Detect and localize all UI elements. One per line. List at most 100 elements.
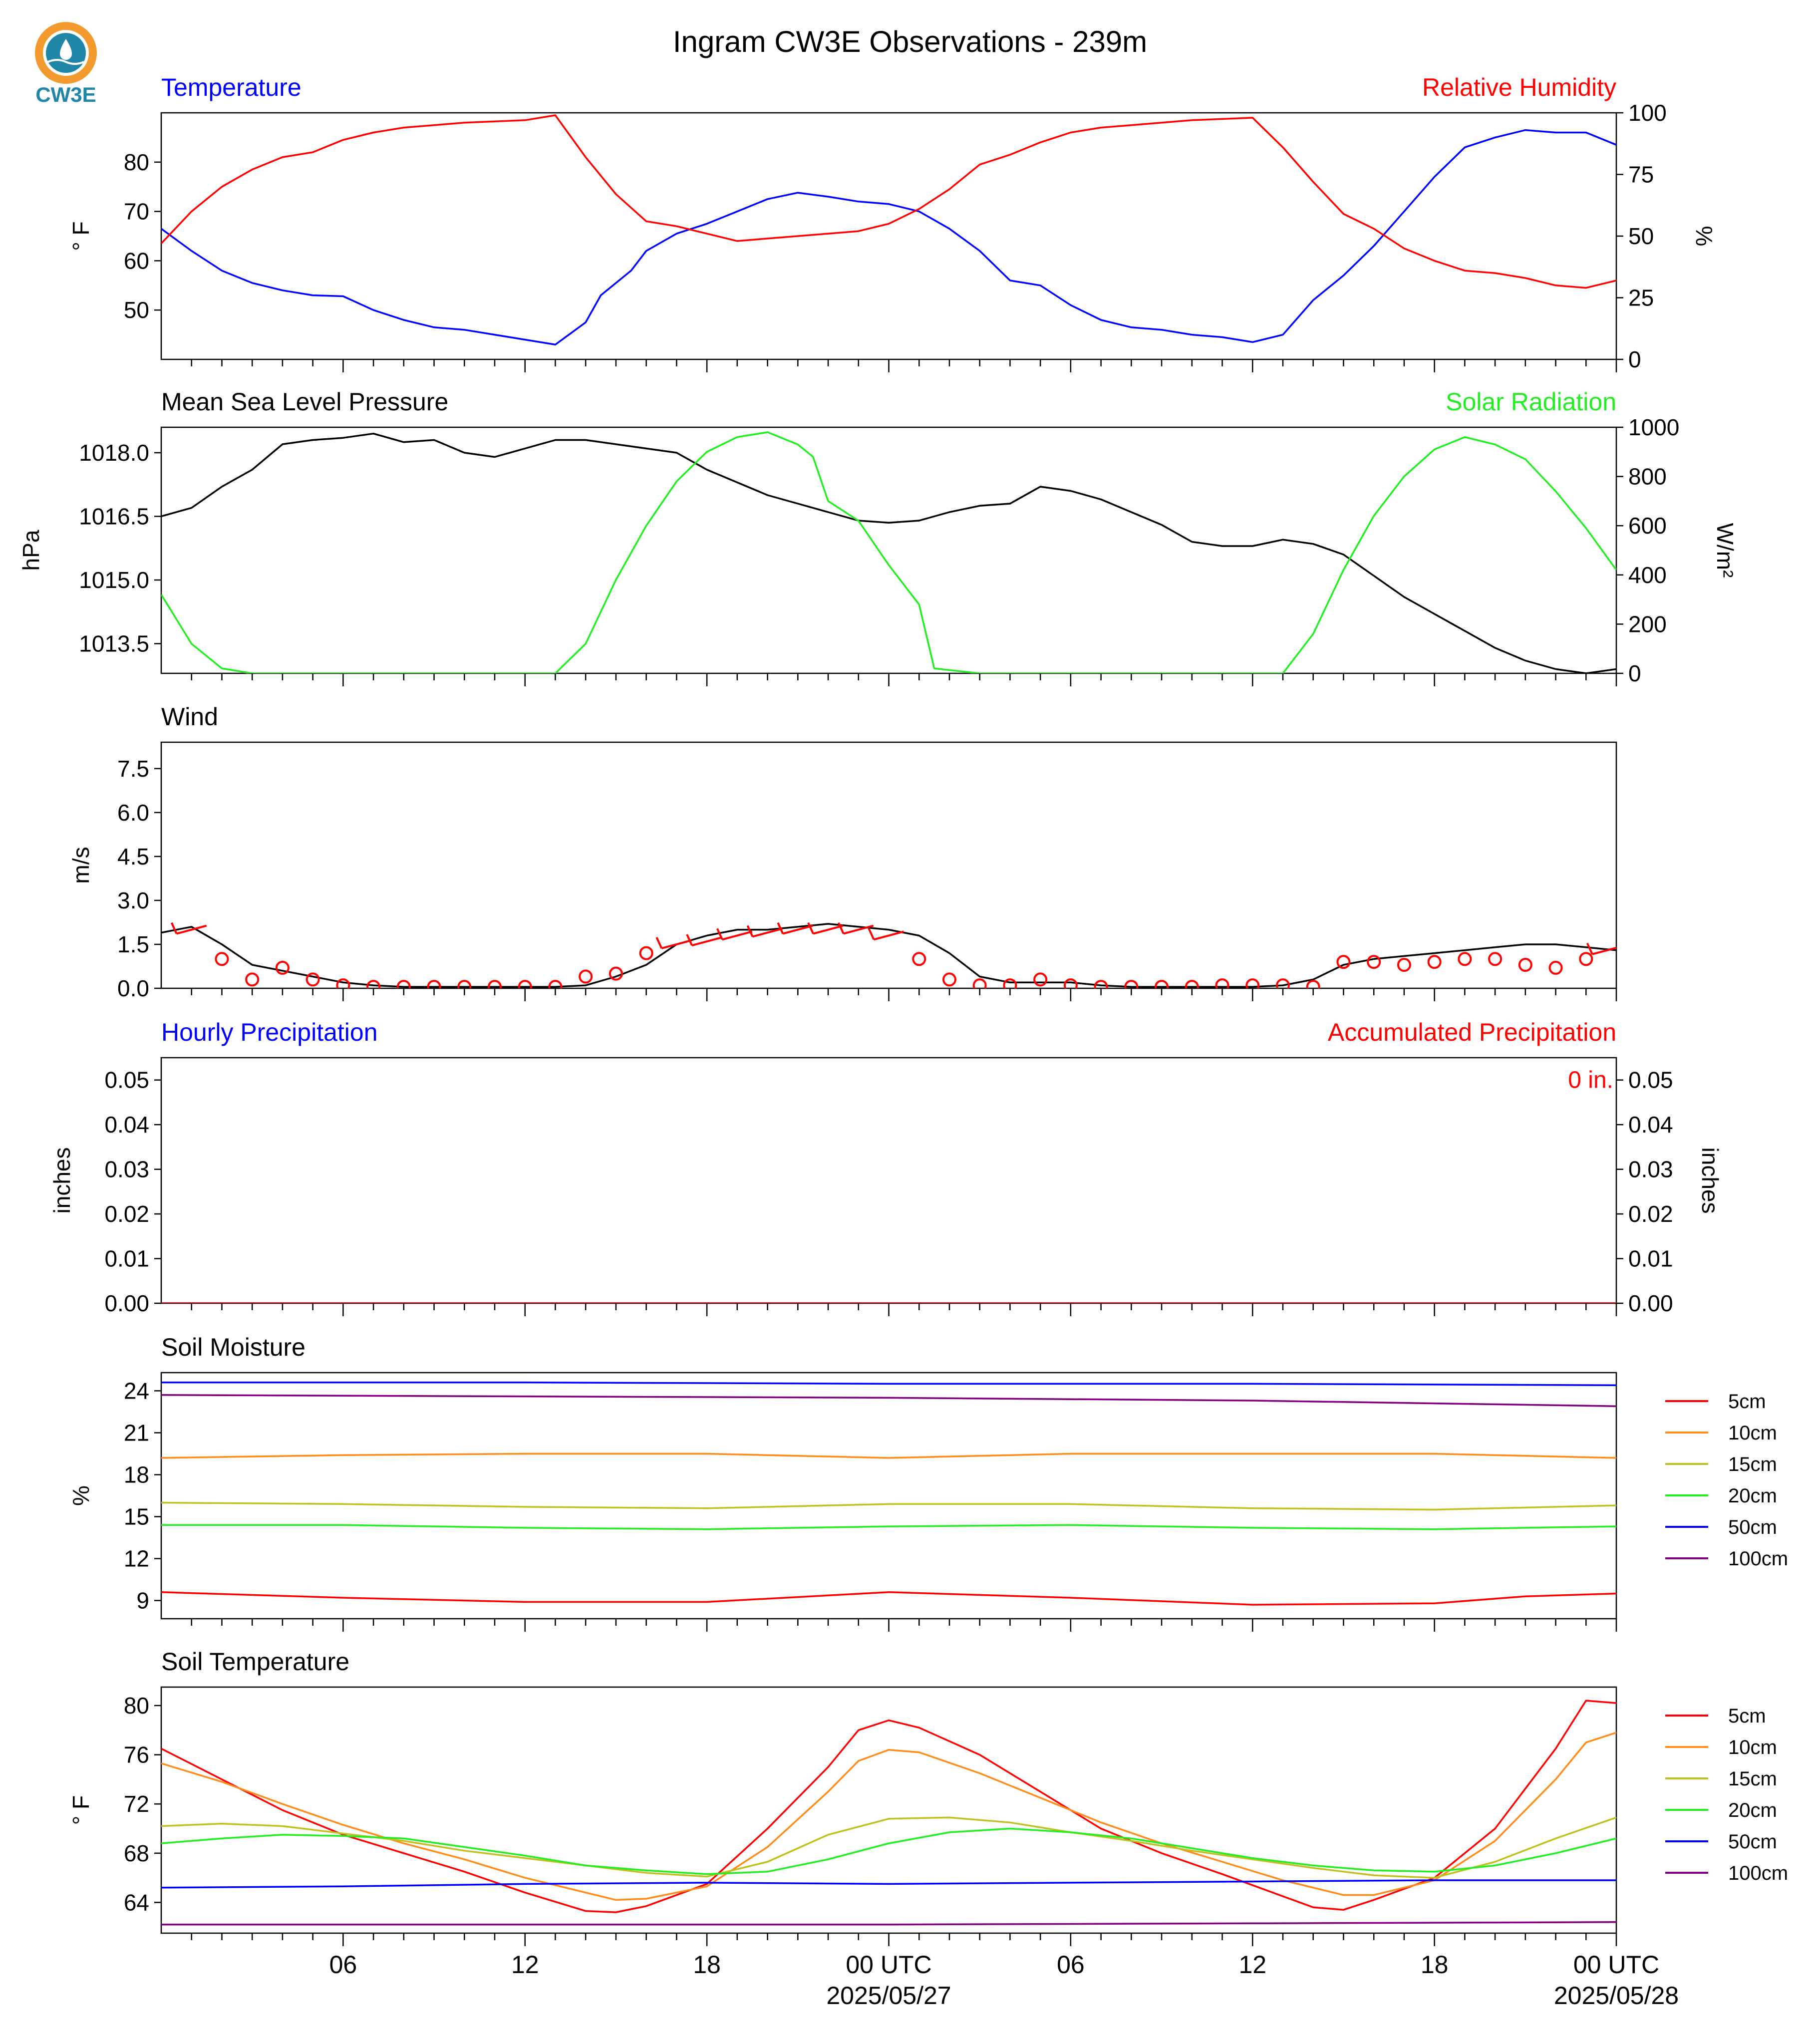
y-tick-label-left: 70 [124,199,149,225]
y-tick-label-left: 7.5 [117,756,149,782]
y-tick-label-left: 18 [124,1461,149,1487]
y-tick-label-right: 0 [1628,346,1641,372]
y-tick-label-right: 0.05 [1628,1067,1673,1093]
panel-wind: Wind 0.0 1.5 3.0 4.5 6.0 7.5 m/s [68,703,1617,1001]
plot-frame [160,1057,1617,1304]
plot-frame [160,426,1617,674]
wind-calm-circle [1336,955,1351,969]
x-tick-label: 12 [1238,1951,1266,1979]
y-tick-label-right: 100 [1628,100,1667,126]
x-tick-label: 18 [693,1951,721,1979]
wind-calm-circle [1245,978,1260,988]
panel-label-left: Mean Sea Level Pressure [161,388,448,416]
wind-barb [813,924,844,935]
wind-calm-circle [1458,952,1472,966]
wind-calm-circle [1185,980,1199,988]
wind-calm-circle [1155,980,1169,988]
wind-barb [691,936,722,947]
figure-title: Ingram CW3E Observations - 239m [673,25,1147,58]
series-line-solar-radiation [161,431,1616,673]
y-tick-label-right: 400 [1628,562,1667,588]
wind-calm-circle [275,960,290,975]
panel-soil_temperature: Soil Temperature 64 68 72 76 80 ° F 5cm 10cm 15cm… [68,1648,1788,2010]
wind-calm-circle [942,972,956,987]
y-tick-label-left: 4.5 [117,844,149,869]
y-tick-label-right: 0.02 [1628,1201,1673,1227]
y-tick-label-left: 80 [124,1693,149,1719]
legend-label: 50cm [1728,1516,1777,1538]
panel-label-right: Solar Radiation [1446,388,1616,416]
series-line-50cm [161,1381,1616,1386]
wind-calm-circle [912,952,926,966]
logo-drop [60,39,72,60]
y-tick-label-left: 0.01 [104,1246,149,1272]
wind-calm-circle [1003,978,1017,988]
wind-calm-circle [336,978,350,988]
y-axis-label-right: inches [1697,1148,1723,1214]
wind-barb-flag [686,934,693,946]
wind-barb-flag [1586,942,1593,955]
y-tick-label-left: 24 [124,1378,149,1404]
series-line-5cm [161,1700,1616,1913]
wind-calm-circle [427,980,441,988]
wind-barb [176,924,207,935]
wind-barb [722,930,753,941]
plot-frame [160,741,1617,989]
series-line-temperature [161,129,1616,346]
legend-label: 20cm [1728,1799,1777,1821]
y-tick-label-left: 0.02 [104,1201,149,1227]
y-axis-label-left: inches [49,1148,75,1214]
wind-calm-circle [1548,960,1563,975]
panel-pressure_solar: Mean Sea Level Pressure Solar Radiation 10… [18,388,1738,686]
wind-calm-circle [1124,980,1139,988]
cw3e-logo: CW3E [31,18,101,108]
series-line-100cm [161,1394,1616,1407]
accumulated-precip-value: 0 in. [1568,1067,1613,1094]
y-tick-label-left: 15 [124,1504,149,1530]
legend-label: 10cm [1728,1737,1777,1758]
wind-calm-circle [457,980,472,988]
wind-calm-circle [305,972,320,987]
logo-ring [35,22,97,84]
wind-calm-circle [1275,978,1290,988]
series-line-50cm [161,1879,1616,1889]
y-tick-label-left: 0.0 [117,975,149,1001]
wind-barb-flag [746,925,754,937]
legend-label: 5cm [1728,1391,1766,1413]
y-axis-label-left: m/s [68,847,94,883]
y-axis-label-left: % [68,1485,94,1506]
wind-calm-circle [1063,978,1078,988]
y-tick-label-left: 0.05 [104,1067,149,1093]
wind-calm-circle [215,952,229,966]
panel-soil_moisture: Soil Moisture 9 12 15 18 21 24% 5cm 10cm 15cm 20cm… [68,1333,1788,1632]
x-tick-label: 06 [1057,1951,1085,1979]
wind-calm-circle [608,966,623,981]
y-tick-label-left: 3.0 [117,887,149,913]
y-tick-label-left: 12 [124,1546,149,1572]
y-axis-label-right: % [1691,226,1717,247]
wind-barb [843,924,874,935]
logo-text: CW3E [35,83,96,106]
wind-calm-circle [1367,955,1381,969]
y-tick-label-left: 0.00 [104,1290,149,1316]
series-line-5cm [161,1591,1616,1606]
y-axis-label-left: ° F [68,1795,94,1825]
series-line-wind [161,923,1616,988]
wind-calm-circle [1518,958,1532,972]
y-tick-label-left: 1015.0 [79,567,149,593]
panel-label-left: Soil Temperature [161,1648,349,1676]
panel-label-left: Hourly Precipitation [161,1018,378,1046]
wind-barb-flag [655,937,663,949]
y-tick-label-right: 1000 [1628,414,1679,440]
y-tick-label-left: 0.03 [104,1157,149,1182]
legend-label: 15cm [1728,1453,1777,1475]
x-tick-label: 06 [329,1951,357,1979]
wind-calm-circle [972,978,987,988]
x-tick-label: 00 UTC [1573,1951,1659,1979]
legend-label: 100cm [1728,1548,1788,1570]
panel-label-right: Relative Humidity [1422,73,1616,101]
logo-wave [47,59,84,65]
panel-precipitation: Hourly Precipitation Accumulated Precipit… [49,1018,1723,1316]
y-tick-label-left: 1016.5 [79,504,149,530]
